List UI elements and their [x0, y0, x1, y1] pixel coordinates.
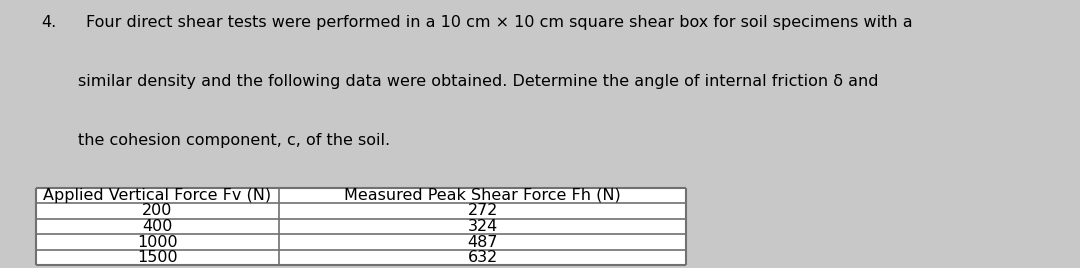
Text: 272: 272 — [468, 203, 498, 218]
Text: 324: 324 — [468, 219, 498, 234]
Text: Applied Vertical Force Fv (N): Applied Vertical Force Fv (N) — [43, 188, 271, 203]
Text: 1500: 1500 — [137, 250, 178, 265]
Text: 487: 487 — [468, 234, 498, 250]
Text: 200: 200 — [143, 203, 173, 218]
Text: 1000: 1000 — [137, 234, 178, 250]
Text: Measured Peak Shear Force Fh (N): Measured Peak Shear Force Fh (N) — [345, 188, 621, 203]
Text: Four direct shear tests were performed in a 10 cm × 10 cm square shear box for s: Four direct shear tests were performed i… — [86, 15, 913, 30]
Text: 400: 400 — [143, 219, 173, 234]
Text: similar density and the following data were obtained. Determine the angle of int: similar density and the following data w… — [78, 74, 878, 89]
Text: 632: 632 — [468, 250, 498, 265]
Text: the cohesion component, c, of the soil.: the cohesion component, c, of the soil. — [78, 133, 390, 148]
Text: 4.: 4. — [41, 15, 56, 30]
